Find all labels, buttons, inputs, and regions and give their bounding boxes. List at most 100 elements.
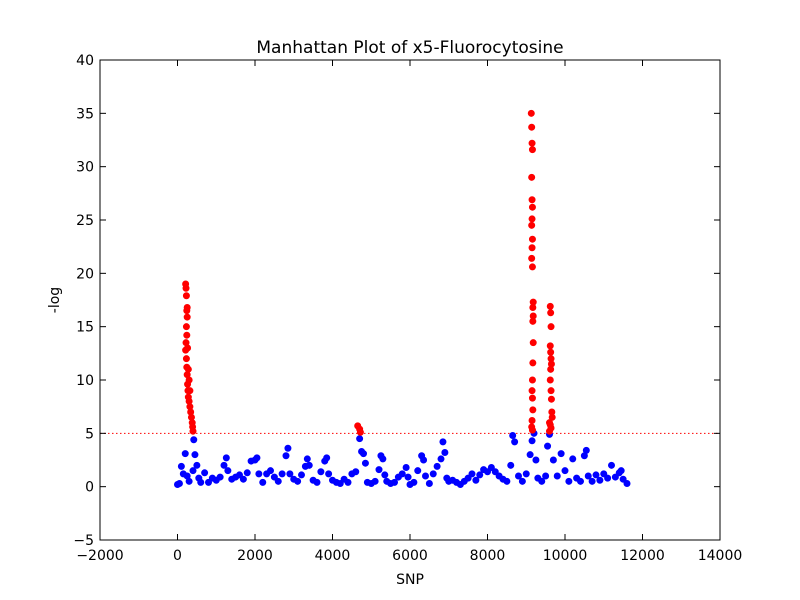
- snp-point: [515, 472, 522, 480]
- snp-point: [255, 470, 263, 478]
- significant-snp-point: [528, 417, 536, 425]
- significant-snp-point: [546, 376, 554, 384]
- significant-snp-point: [189, 427, 197, 435]
- significant-snp-point: [528, 394, 536, 402]
- snp-point: [323, 454, 331, 462]
- snp-point: [286, 470, 294, 478]
- snp-point: [284, 444, 292, 452]
- snp-point: [379, 455, 387, 463]
- snp-point: [611, 473, 619, 481]
- snp-point: [491, 468, 499, 476]
- snp-point: [528, 437, 536, 445]
- snp-point: [557, 450, 565, 458]
- significant-snp-point: [547, 365, 555, 373]
- snp-point: [592, 471, 600, 479]
- snp-point: [197, 478, 205, 486]
- snp-point: [189, 467, 197, 475]
- x-tick-label: 12000: [620, 548, 665, 564]
- snp-point: [596, 476, 604, 484]
- snp-point: [361, 459, 369, 467]
- snp-point: [222, 454, 230, 462]
- significant-snp-point: [546, 302, 554, 310]
- x-tick-label: −2000: [76, 548, 123, 564]
- significant-snp-point: [528, 123, 536, 131]
- snp-point: [414, 467, 422, 475]
- snp-point: [243, 469, 251, 477]
- significant-snp-point: [183, 313, 191, 321]
- snp-point: [425, 479, 433, 487]
- snp-point: [588, 477, 596, 485]
- snp-point: [191, 451, 199, 459]
- snp-point: [484, 468, 491, 476]
- snp-point: [381, 471, 389, 479]
- snp-point: [487, 463, 495, 471]
- significant-snp-point: [528, 263, 536, 271]
- chart-title: Manhattan Plot of x5-Fluorocytosine: [256, 38, 563, 58]
- significant-snp-point: [528, 196, 536, 204]
- snp-point: [402, 463, 410, 471]
- snp-point: [569, 455, 577, 463]
- significant-snp-point: [528, 244, 536, 252]
- y-tick-label: 5: [85, 426, 94, 442]
- significant-snp-point: [356, 428, 364, 436]
- significant-snp-point: [529, 317, 537, 325]
- y-tick-label: −5: [73, 533, 94, 549]
- significant-snp-point: [529, 339, 537, 347]
- snp-point: [259, 478, 267, 486]
- plot-frame: [99, 59, 721, 541]
- snp-point: [391, 478, 398, 486]
- significant-snp-point: [528, 146, 536, 154]
- significant-snp-point: [529, 359, 537, 367]
- significant-snp-point: [183, 303, 191, 311]
- snp-point: [439, 438, 447, 446]
- snp-point: [274, 477, 282, 485]
- significant-snp-point: [528, 221, 536, 229]
- y-tick-label: 25: [76, 213, 94, 229]
- y-tick-label: 35: [76, 106, 94, 122]
- significant-snp-point: [528, 254, 536, 262]
- snp-point: [278, 470, 286, 478]
- x-axis-label: SNP: [396, 572, 424, 588]
- snp-point: [544, 442, 552, 450]
- significant-snp-point: [528, 426, 536, 434]
- significant-snp-point: [185, 376, 193, 384]
- x-tick-label: 10000: [543, 548, 588, 564]
- snp-point: [582, 446, 590, 454]
- snp-point: [532, 456, 540, 464]
- snp-point: [538, 477, 546, 485]
- snp-point: [561, 467, 569, 475]
- snp-point: [522, 470, 530, 478]
- significant-snp-point: [528, 173, 536, 181]
- y-tick-label: 40: [76, 53, 94, 69]
- snp-point: [325, 470, 333, 478]
- significant-snp-point: [528, 235, 536, 243]
- significant-snp-point: [183, 331, 191, 339]
- significant-snp-point: [547, 348, 555, 356]
- significant-snp-point: [547, 323, 555, 331]
- significant-snp-point: [529, 303, 537, 311]
- significant-snp-point: [548, 413, 556, 421]
- snp-point: [190, 436, 198, 444]
- snp-point: [253, 454, 261, 462]
- snp-point: [239, 475, 247, 483]
- x-tick-label: 6000: [392, 548, 428, 564]
- snp-point: [617, 467, 625, 475]
- snp-point: [549, 456, 557, 464]
- snp-point: [344, 478, 352, 486]
- significant-snp-point: [528, 376, 536, 384]
- y-tick-label: 20: [76, 266, 94, 282]
- snp-point: [420, 456, 428, 464]
- snp-point: [220, 461, 228, 469]
- snp-point: [600, 470, 608, 478]
- snp-point: [216, 473, 224, 481]
- significant-snp-point: [528, 139, 536, 147]
- snp-point: [422, 472, 429, 480]
- snp-point: [526, 451, 534, 459]
- snp-point: [360, 450, 367, 458]
- snp-point: [352, 468, 360, 476]
- snp-point: [619, 475, 627, 483]
- snp-point: [608, 461, 615, 469]
- snp-point: [305, 461, 313, 469]
- significant-snp-point: [182, 284, 190, 292]
